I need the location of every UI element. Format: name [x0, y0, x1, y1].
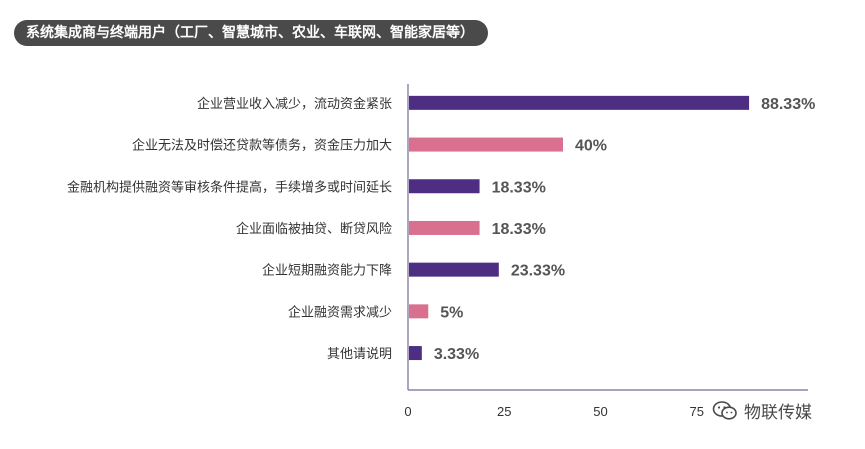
- category-label: 企业面临被抽贷、断贷风险: [236, 221, 392, 237]
- bar: [409, 262, 499, 277]
- bar: [409, 95, 750, 110]
- x-tick-label: 75: [690, 404, 704, 419]
- category-label: 企业无法及时偿还贷款等债务，资金压力加大: [132, 138, 392, 154]
- category-label: 企业融资需求减少: [288, 304, 392, 320]
- bar: [409, 346, 422, 361]
- watermark-text: 物联传媒: [744, 403, 812, 423]
- value-label: 23.33%: [511, 263, 565, 280]
- watermark: 物联传媒: [712, 398, 812, 423]
- value-label: 3.33%: [434, 346, 479, 363]
- value-label: 18.33%: [492, 179, 546, 196]
- category-label: 金融机构提供融资等审核条件提高，手续增多或时间延长: [67, 179, 392, 195]
- wechat-icon: [712, 400, 737, 420]
- category-label: 企业营业收入减少，流动资金紧张: [197, 96, 392, 112]
- bar: [409, 220, 480, 235]
- value-label: 18.33%: [492, 221, 546, 238]
- value-label: 5%: [440, 304, 463, 321]
- x-tick-label: 50: [593, 404, 607, 419]
- chart-title: 系统集成商与终端用户（工厂、智慧城市、农业、车联网、智能家居等）: [14, 20, 488, 46]
- category-label: 企业短期融资能力下降: [262, 263, 392, 279]
- value-label: 40%: [575, 138, 607, 155]
- bar: [409, 179, 480, 194]
- category-label: 其他请说明: [327, 347, 392, 362]
- value-label: 88.33%: [761, 96, 815, 113]
- x-tick-label: 25: [497, 404, 511, 419]
- x-tick-label: 0: [404, 404, 411, 419]
- bar: [409, 304, 429, 319]
- bar: [409, 137, 563, 152]
